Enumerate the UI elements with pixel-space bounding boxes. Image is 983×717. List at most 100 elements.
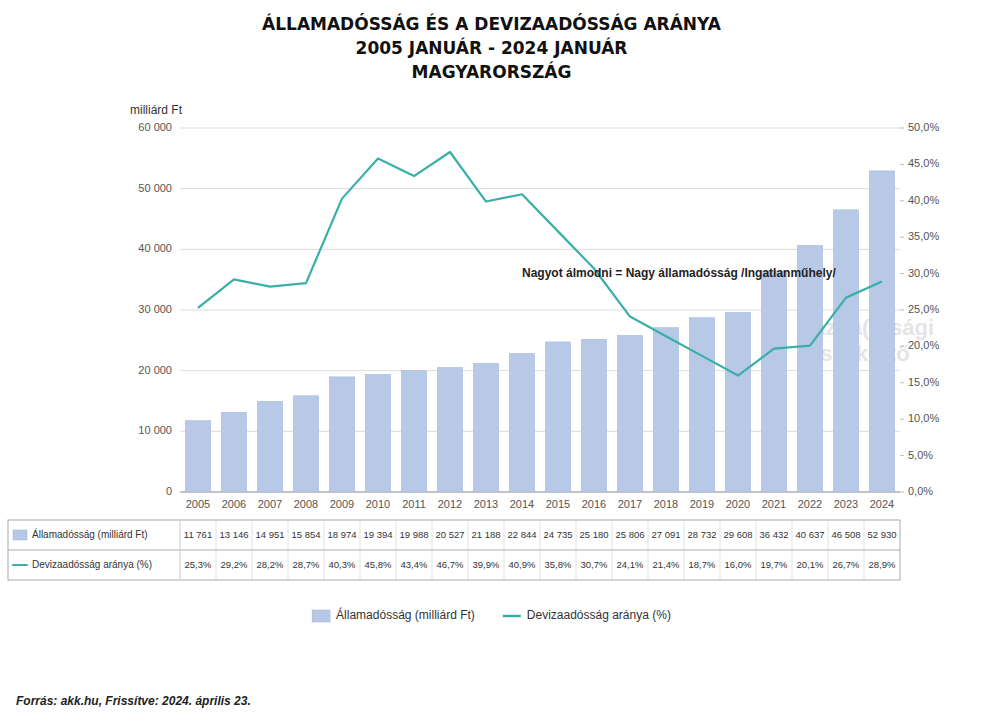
- y2-tick-label: 0,0%: [908, 485, 933, 497]
- legend-label: Államadósság (milliárd Ft): [336, 607, 475, 622]
- y2-tick-label: 15,0%: [908, 376, 939, 388]
- y2-tick: [900, 382, 904, 383]
- table-value: 19,7%: [761, 559, 788, 570]
- table-value: 46 508: [831, 529, 860, 540]
- table-value: 14 951: [255, 529, 284, 540]
- x-tick-label: 2014: [510, 498, 534, 510]
- bar: [437, 367, 462, 492]
- y2-tick: [900, 128, 904, 129]
- marks: [185, 152, 894, 492]
- title: ÁLLAMADÓSSÁG ÉS A DEVIZAADÓSSÁG ARÁNYA: [262, 13, 722, 34]
- table-value: 22 844: [507, 529, 536, 540]
- x-tick-label: 2007: [258, 498, 282, 510]
- x-tick-label: 2008: [294, 498, 318, 510]
- table-col-line: [504, 520, 505, 580]
- table-col-line: [252, 520, 253, 580]
- bar: [833, 210, 858, 492]
- x-axis-line: [180, 492, 900, 493]
- x-tick-label: 2015: [546, 498, 570, 510]
- bar: [509, 353, 534, 492]
- background: [0, 0, 983, 717]
- table-col-line: [756, 520, 757, 580]
- table-row-label: Államadósság (milliárd Ft): [32, 528, 148, 540]
- y-tick-label: 10 000: [138, 424, 172, 436]
- y-axis-label: milliárd Ft: [130, 103, 183, 117]
- x-tick-label: 2009: [330, 498, 354, 510]
- bar: [293, 396, 318, 492]
- y2-tick-label: 30,0%: [908, 267, 939, 279]
- x-tick-label: 2024: [870, 498, 894, 510]
- legend-label: Devizaadósság aránya (%): [527, 608, 671, 622]
- table-value: 11 761: [184, 529, 212, 540]
- table-value: 36 432: [759, 529, 788, 540]
- table-swatch: [13, 530, 27, 540]
- y-tick-label: 0: [166, 485, 172, 497]
- table-value: 28,9%: [869, 559, 896, 570]
- grid-line: [180, 249, 900, 250]
- table-value: 46,7%: [437, 559, 464, 570]
- table-swatch: [13, 564, 27, 566]
- table-value: 30,7%: [581, 559, 608, 570]
- line: [198, 152, 882, 375]
- bar: [653, 328, 678, 492]
- table-row-label: Devizaadósság aránya (%): [32, 559, 152, 570]
- table-col-line: [180, 520, 181, 580]
- bar: [797, 245, 822, 492]
- table-value: 21 188: [471, 529, 500, 540]
- bar: [221, 412, 246, 492]
- y-tick-label: 40 000: [138, 242, 172, 254]
- bar: [581, 339, 606, 492]
- table-col-line: [612, 520, 613, 580]
- bar: [617, 335, 642, 492]
- y2-tick-label: 45,0%: [908, 157, 939, 169]
- table-col-line: [828, 520, 829, 580]
- table-value: 39,9%: [473, 559, 500, 570]
- y2-tick: [900, 419, 904, 420]
- bar: [869, 171, 894, 492]
- grid: [180, 128, 900, 492]
- y2-tick-label: 20,0%: [908, 339, 939, 351]
- grid-line: [180, 128, 900, 129]
- subtitle: 2005 JANUÁR - 2024 JANUÁR: [356, 37, 628, 58]
- y2-tick: [900, 310, 904, 311]
- table-col-line: [720, 520, 721, 580]
- table-value: 28,2%: [257, 559, 284, 570]
- y2-tick-label: 35,0%: [908, 230, 939, 242]
- table-value: 29 608: [723, 529, 752, 540]
- table-value: 27 091: [651, 529, 680, 540]
- subtitle: MAGYARORSZÁG: [412, 61, 572, 82]
- bar: [689, 318, 714, 492]
- grid-line: [180, 370, 900, 371]
- y2-tick: [900, 455, 904, 456]
- x-tick-label: 2022: [798, 498, 822, 510]
- table-col-line: [216, 520, 217, 580]
- x-tick-label: 2020: [726, 498, 750, 510]
- table-value: 43,4%: [401, 559, 428, 570]
- x-tick-label: 2012: [438, 498, 462, 510]
- bar: [473, 363, 498, 492]
- chart: ÁLLAMADÓSSÁG ÉS A DEVIZAADÓSSÁG ARÁNYA 20…: [0, 0, 983, 717]
- table-value: 29,2%: [221, 559, 248, 570]
- y2-tick-label: 5,0%: [908, 449, 933, 461]
- bar: [185, 421, 210, 492]
- table-col-line: [324, 520, 325, 580]
- grid-line: [180, 431, 900, 432]
- grid-line: [180, 188, 900, 189]
- y2-tick: [900, 273, 904, 274]
- x-tick-label: 2011: [402, 498, 426, 510]
- bar: [761, 271, 786, 492]
- table-col-line: [396, 520, 397, 580]
- table-col-line: [792, 520, 793, 580]
- table-value: 40 637: [795, 529, 824, 540]
- y2-tick: [900, 200, 904, 201]
- x-tick-label: 2005: [186, 498, 210, 510]
- table-value: 28,7%: [293, 559, 320, 570]
- bar: [257, 401, 282, 492]
- table: Államadósság (milliárd Ft)11 76113 14614…: [8, 520, 900, 580]
- table-col-line: [288, 520, 289, 580]
- table-border: [8, 520, 900, 580]
- table-col-line: [648, 520, 649, 580]
- table-value: 15 854: [291, 529, 320, 540]
- y2-tick-label: 40,0%: [908, 194, 939, 206]
- x-tick-label: 2019: [690, 498, 714, 510]
